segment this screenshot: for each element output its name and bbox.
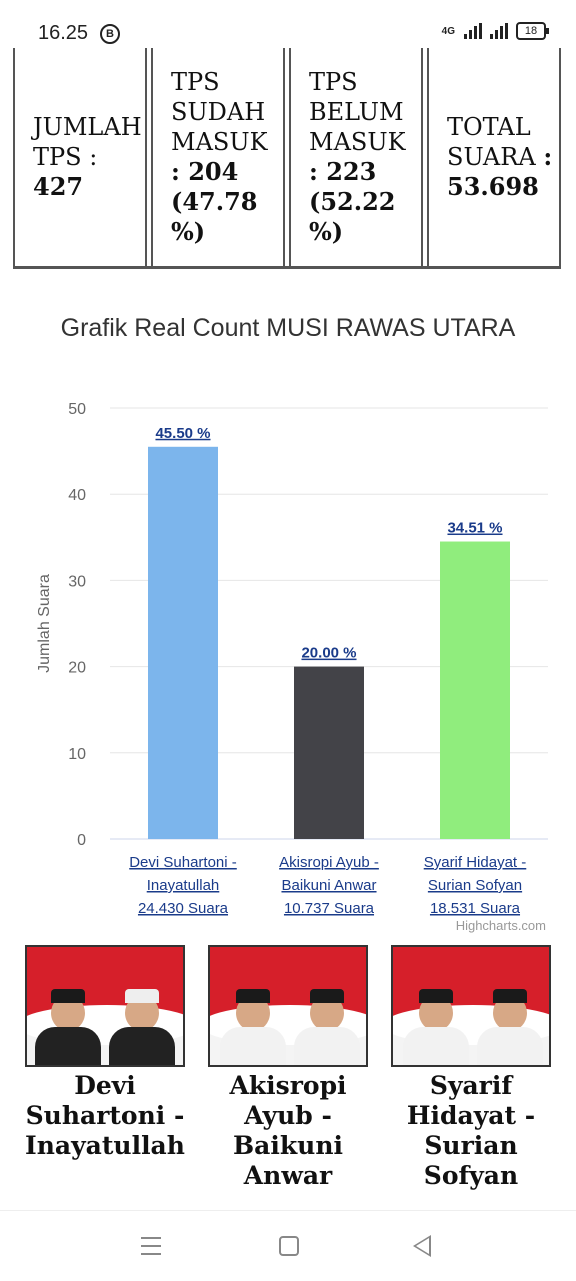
y-tick-label: 40: [68, 487, 86, 504]
data-label: 34.51 %: [447, 520, 502, 537]
y-tick-label: 20: [68, 660, 86, 677]
home-icon[interactable]: [279, 1236, 299, 1256]
x-category-label[interactable]: 18.531 Suara: [430, 900, 521, 917]
candidate-name: Syarif Hidayat - Surian Sofyan: [406, 1071, 536, 1190]
y-tick-label: 30: [68, 573, 86, 590]
navigation-bar: [0, 1210, 576, 1281]
candidate-photo: [391, 945, 551, 1067]
signal-icon: [464, 23, 482, 39]
candidate-card: Devi Suhartoni - Inayatullah: [25, 945, 185, 1161]
x-category-label[interactable]: Akisropi Ayub -: [279, 854, 379, 871]
status-bar: 16.25 B 4G 18: [0, 0, 576, 60]
b-icon: B: [100, 24, 120, 44]
highcharts-credit[interactable]: Highcharts.com: [455, 918, 546, 933]
x-category-label[interactable]: Baikuni Anwar: [281, 877, 376, 894]
tps-label: TPS BELUM MASUK: [309, 68, 406, 156]
candidate-card: Akisropi Ayub - Baikuni Anwar: [208, 945, 368, 1191]
tps-label: TOTAL SUARA: [447, 113, 536, 171]
tps-label: JUMLAH TPS :: [33, 113, 142, 171]
tps-summary-table: JUMLAH TPS : 427 TPS SUDAH MASUK : 204 (…: [13, 48, 561, 269]
tps-cell-total: TOTAL SUARA : 53.698: [427, 48, 561, 266]
chart-title: Grafik Real Count MUSI RAWAS UTARA: [60, 314, 516, 342]
tps-value: : 223 (52.22 %): [309, 157, 396, 246]
candidate-name: Devi Suhartoni - Inayatullah: [25, 1071, 185, 1160]
data-label: 45.50 %: [155, 425, 210, 442]
tps-cell-jumlah: JUMLAH TPS : 427: [13, 48, 147, 266]
x-category-label[interactable]: Inayatullah: [147, 877, 220, 894]
x-category-label[interactable]: 24.430 Suara: [138, 900, 229, 917]
tps-cell-belum: TPS BELUM MASUK : 223 (52.22 %): [289, 48, 423, 266]
status-icons: 4G 18: [441, 22, 549, 40]
signal-icon: [490, 23, 508, 39]
candidate-name: Akisropi Ayub - Baikuni Anwar: [229, 1071, 347, 1190]
bar: [148, 446, 218, 839]
y-tick-label: 0: [77, 832, 86, 849]
network-type: 4G: [441, 25, 455, 37]
bar: [294, 666, 364, 839]
y-tick-label: 10: [68, 746, 86, 763]
menu-icon[interactable]: [141, 1237, 161, 1261]
x-category-label[interactable]: Surian Sofyan: [428, 877, 522, 894]
status-time: 16.25: [38, 22, 89, 44]
back-icon[interactable]: [413, 1235, 431, 1257]
tps-label: TPS SUDAH MASUK: [171, 68, 268, 156]
tps-value: 427: [33, 172, 84, 201]
x-category-label[interactable]: Syarif Hidayat -: [424, 854, 527, 871]
battery-icon: 18: [516, 22, 549, 40]
candidate-photo: [208, 945, 368, 1067]
y-axis-label: Jumlah Suara: [36, 574, 53, 673]
data-label: 20.00 %: [301, 645, 356, 662]
bar-chart: 0 10 20 30 40 50 Jumlah Suara 45.50 % Devi Suhar…: [36, 401, 548, 917]
x-category-label[interactable]: Devi Suhartoni -: [129, 854, 237, 871]
bar: [440, 541, 510, 839]
tps-value: : 204 (47.78 %): [171, 157, 258, 246]
y-tick-label: 50: [68, 401, 86, 418]
x-category-label[interactable]: 10.737 Suara: [284, 900, 375, 917]
candidate-card: Syarif Hidayat - Surian Sofyan: [391, 945, 551, 1191]
candidate-photo: [25, 945, 185, 1067]
tps-value: : 53.698: [447, 142, 553, 201]
tps-cell-sudah: TPS SUDAH MASUK : 204 (47.78 %): [151, 48, 285, 266]
